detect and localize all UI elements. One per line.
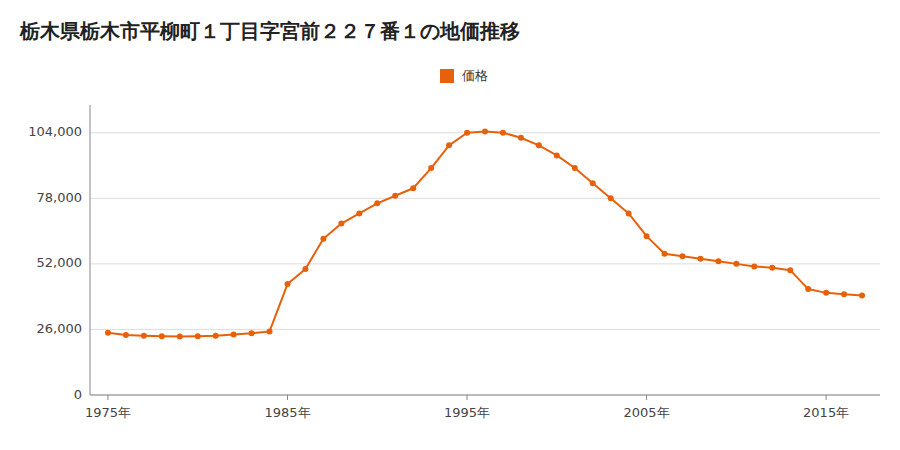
data-point (159, 333, 165, 339)
data-point (823, 290, 829, 296)
x-tick-label: 1975年 (85, 405, 131, 420)
data-point (231, 331, 237, 337)
data-point (392, 193, 398, 199)
y-tick-label: 104,000 (28, 124, 82, 139)
data-point (141, 333, 147, 339)
data-point (213, 333, 219, 339)
data-point (572, 165, 578, 171)
data-point (859, 292, 865, 298)
data-point (787, 267, 793, 273)
data-point (518, 135, 524, 141)
data-point (320, 236, 326, 242)
data-point (680, 253, 686, 259)
plot-area (105, 128, 865, 339)
chart-container: 栃木県栃木市平柳町１丁目字宮前２２７番１の地価推移 0 26,000 52,000 78… (0, 0, 900, 450)
legend-swatch (440, 69, 454, 83)
series-line (108, 131, 862, 336)
grid-line (90, 198, 880, 199)
x-tick-label: 1985年 (264, 405, 310, 420)
data-point (841, 291, 847, 297)
data-point (482, 128, 488, 134)
legend-label: 価格 (462, 68, 488, 83)
x-axis-line (90, 395, 880, 396)
data-point (374, 200, 380, 206)
data-point (267, 328, 273, 334)
grid-line (90, 263, 880, 264)
grid (90, 133, 880, 395)
data-point (608, 195, 614, 201)
chart-svg: 栃木県栃木市平柳町１丁目字宮前２２７番１の地価推移 0 26,000 52,000 78… (0, 0, 900, 450)
grid-line (90, 329, 880, 330)
x-tick (467, 395, 468, 400)
grid-line (90, 395, 880, 396)
data-point (177, 333, 183, 339)
data-point (644, 233, 650, 239)
data-point (805, 286, 811, 292)
data-point (338, 221, 344, 227)
data-point (733, 261, 739, 267)
y-tick-label: 0 (74, 387, 82, 402)
y-tick-label: 52,000 (37, 255, 83, 270)
data-point (195, 333, 201, 339)
data-point (464, 130, 470, 136)
legend: 価格 (440, 68, 488, 84)
data-point (356, 210, 362, 216)
data-point (500, 130, 506, 136)
data-point (105, 330, 111, 336)
data-point (285, 281, 291, 287)
data-point (626, 210, 632, 216)
y-axis-line (90, 105, 91, 395)
data-point (715, 258, 721, 264)
x-tick-label: 2015年 (803, 405, 849, 420)
data-point (410, 185, 416, 191)
data-point (536, 142, 542, 148)
chart-title: 栃木県栃木市平柳町１丁目字宮前２２７番１の地価推移 (19, 19, 520, 43)
x-tick-label: 2005年 (624, 405, 670, 420)
x-tick (107, 395, 108, 400)
data-point (751, 263, 757, 269)
data-point (428, 165, 434, 171)
data-point (302, 266, 308, 272)
data-point (769, 265, 775, 271)
x-tick (646, 395, 647, 400)
data-point (554, 152, 560, 158)
x-tick (287, 395, 288, 400)
data-point (446, 142, 452, 148)
data-point (123, 332, 129, 338)
y-tick-label: 26,000 (37, 321, 83, 336)
data-point (662, 251, 668, 257)
y-tick-label: 78,000 (37, 190, 83, 205)
x-tick (826, 395, 827, 400)
data-point (697, 256, 703, 262)
x-tick-label: 1995年 (444, 405, 490, 420)
data-point (249, 330, 255, 336)
data-point (590, 180, 596, 186)
